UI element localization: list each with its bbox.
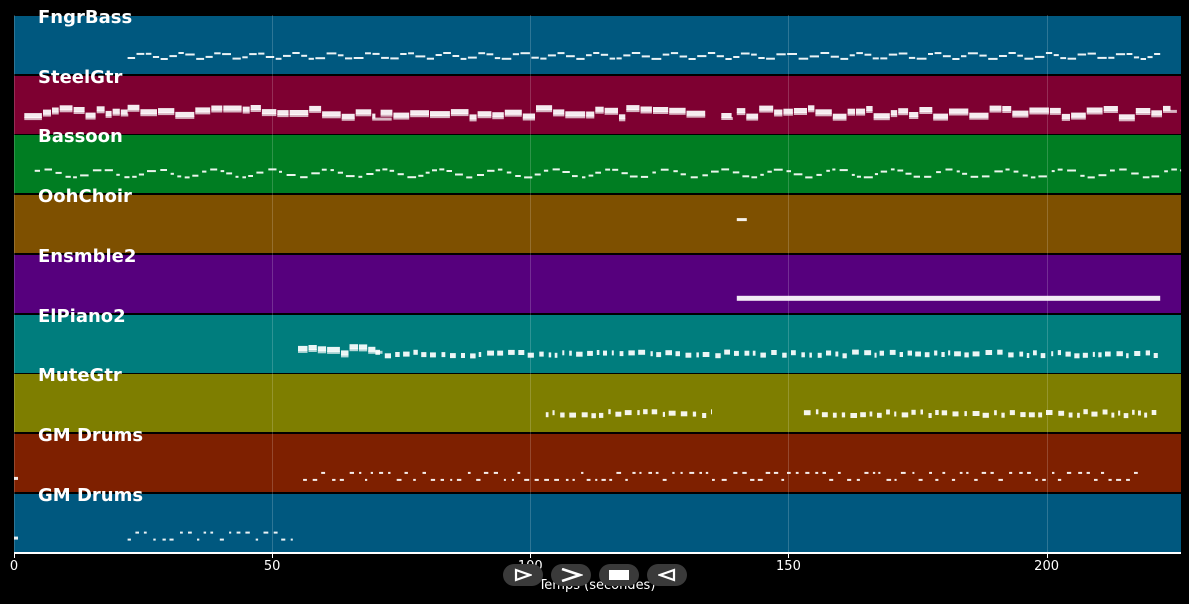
stop-icon (609, 570, 629, 580)
track-lanes: FngrBass SteelGtr Bassoon OohChoir Ensmble2 E… (14, 7, 1181, 552)
gridline (788, 15, 790, 552)
track-label: ElPiano2 (38, 305, 126, 327)
play-back-outline-icon (658, 568, 676, 582)
axis-tick-label: 50 (263, 559, 281, 574)
play-outline-icon (514, 568, 532, 582)
chevron-right-icon (561, 568, 583, 582)
track-label: GM Drums (38, 424, 144, 446)
track-lane (14, 254, 1181, 313)
axis-tick (530, 553, 532, 558)
gridline (272, 15, 274, 552)
track-lane (14, 135, 1181, 194)
time-axis (14, 552, 1181, 554)
gridline (1046, 15, 1048, 552)
gridline (530, 15, 532, 552)
axis-tick (788, 553, 790, 558)
track-label: GM Drums (38, 484, 144, 506)
gridline (14, 15, 15, 552)
axis-tick-label: 200 (1034, 559, 1060, 574)
axis-tick-label: 0 (9, 559, 19, 574)
axis-tick (272, 553, 274, 558)
forward-button[interactable] (551, 564, 591, 586)
track-label: FngrBass (38, 7, 133, 28)
track-lane (14, 493, 1181, 552)
stop-button[interactable] (599, 564, 639, 586)
track-label: Bassoon (38, 126, 123, 148)
track-lane (14, 195, 1181, 254)
back-button[interactable] (647, 564, 687, 586)
track-lane (14, 16, 1181, 75)
play-button[interactable] (503, 564, 543, 586)
axis-tick-label: 150 (776, 559, 801, 574)
axis-tick (1046, 553, 1048, 558)
axis-tick (14, 553, 15, 558)
track-lane (14, 374, 1181, 433)
track-label: MuteGtr (38, 365, 122, 387)
track-label: Ensmble2 (38, 245, 137, 267)
track-lane (14, 433, 1181, 492)
track-label: SteelGtr (38, 66, 123, 88)
playback-controls (503, 564, 693, 586)
track-lane (14, 314, 1181, 373)
track-lane (14, 75, 1181, 134)
track-label: OohChoir (38, 186, 132, 208)
